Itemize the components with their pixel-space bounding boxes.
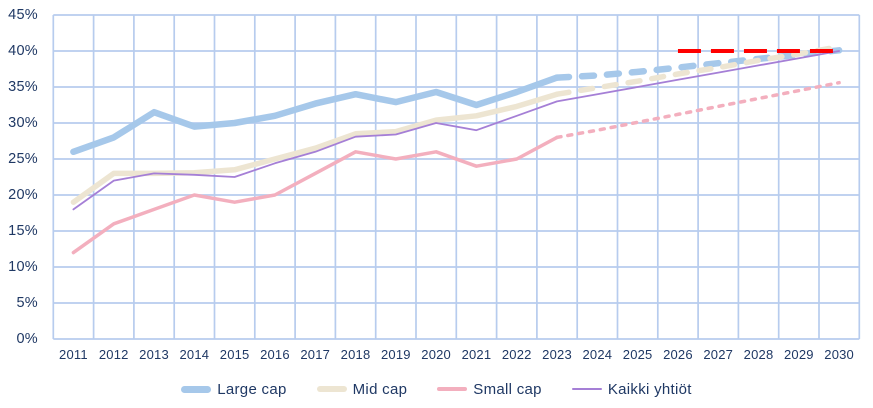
- y-tick-label: 40%: [8, 43, 38, 59]
- legend-swatch-kaikki-yhti-t: [571, 388, 602, 390]
- x-tick-label: 2028: [743, 347, 774, 362]
- x-tick-label: 2014: [179, 347, 210, 362]
- legend-item-kaikki-yhti-t: Kaikki yhtiöt: [571, 380, 692, 398]
- gridlines: [52, 14, 861, 340]
- x-tick-label: 2025: [622, 347, 653, 362]
- legend-item-small-cap: Small cap: [437, 381, 542, 398]
- x-tick-label: 2011: [59, 347, 88, 362]
- legend-swatch-large-cap: [181, 385, 212, 393]
- legend-label: Large cap: [217, 380, 287, 398]
- legend-item-mid-cap: Mid cap: [316, 380, 408, 398]
- x-tick-label: 2030: [824, 347, 854, 362]
- x-tick-label: 2015: [219, 347, 250, 362]
- y-tick-label: 35%: [8, 79, 38, 95]
- x-tick-label: 2013: [139, 347, 169, 362]
- legend-item-large-cap: Large cap: [181, 381, 286, 398]
- y-tick-label: 15%: [8, 223, 38, 239]
- x-tick-label: 2018: [340, 347, 371, 362]
- x-tick-label: 2027: [703, 347, 734, 362]
- x-tick-label: 2019: [380, 347, 411, 362]
- x-tick-label: 2029: [783, 347, 814, 362]
- small-cap-projection-line: [555, 80, 841, 140]
- x-tick-label: 2016: [260, 347, 290, 362]
- small-cap-line: [71, 135, 559, 255]
- x-tick-label: 2026: [663, 347, 693, 362]
- x-tick-label: 2012: [98, 347, 129, 362]
- x-tick-label: 2021: [461, 347, 492, 362]
- y-tick-label: 0%: [16, 331, 38, 347]
- legend-swatch-small-cap: [437, 387, 468, 391]
- mid-cap-projection-line: [554, 43, 842, 97]
- large-cap-line: [70, 74, 561, 156]
- kaikki-yhti-t-line: [72, 50, 840, 211]
- x-tick-label: 2022: [501, 347, 532, 362]
- x-tick-label: 2020: [421, 347, 451, 362]
- y-tick-label: 25%: [8, 151, 38, 167]
- x-tick-label: 2017: [300, 347, 331, 362]
- legend-label: Kaikki yhtiöt: [607, 380, 692, 398]
- y-tick-label: 20%: [8, 187, 38, 203]
- x-tick-label: 2024: [582, 347, 613, 362]
- y-tick-label: 10%: [8, 259, 38, 275]
- y-tick-label: 5%: [16, 295, 38, 311]
- legend-label: Small cap: [473, 380, 542, 398]
- y-tick-label: 45%: [8, 7, 38, 23]
- legend-swatch-mid-cap: [316, 386, 347, 392]
- x-tick-label: 2023: [542, 347, 572, 362]
- y-tick-label: 30%: [8, 115, 38, 131]
- series-lines: [70, 43, 843, 255]
- mid-cap-line: [70, 91, 560, 205]
- legend: Large cap Mid cap Small cap Kaikki yhtiöt: [0, 377, 873, 401]
- legend-label: Mid cap: [352, 380, 408, 398]
